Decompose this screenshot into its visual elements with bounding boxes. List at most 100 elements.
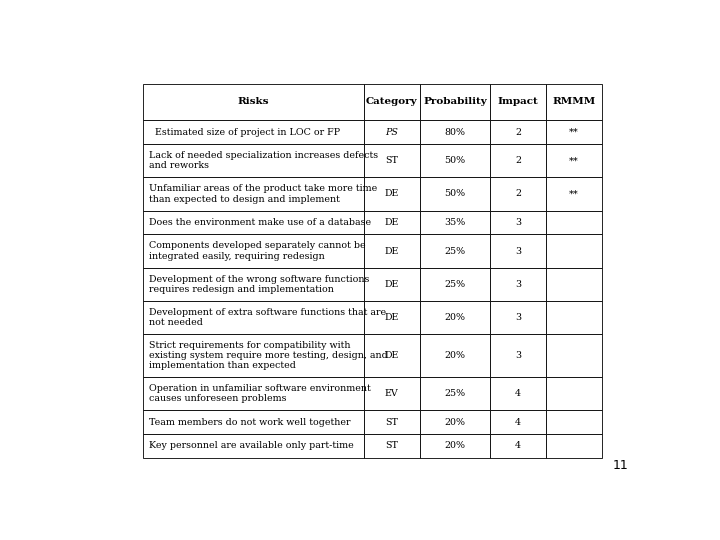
Text: 3: 3 (515, 218, 521, 227)
Bar (143, 334, 364, 377)
Bar (364, 268, 420, 301)
Bar (490, 301, 546, 334)
Bar (364, 84, 420, 120)
Text: 4: 4 (515, 417, 521, 427)
Text: Impact: Impact (498, 97, 539, 106)
Bar (420, 84, 490, 120)
Bar (420, 177, 490, 211)
Bar (420, 377, 490, 410)
Text: Development of extra software functions that are
not needed: Development of extra software functions … (148, 308, 386, 327)
Text: 80%: 80% (444, 128, 465, 137)
Text: Team members do not work well together: Team members do not work well together (148, 417, 350, 427)
Bar (546, 211, 602, 234)
Text: DE: DE (384, 247, 399, 255)
Bar (143, 434, 364, 458)
Bar (364, 144, 420, 177)
Bar (490, 434, 546, 458)
Text: DE: DE (384, 351, 399, 360)
Text: Development of the wrong software functions
requires redesign and implementation: Development of the wrong software functi… (148, 274, 369, 294)
Text: 25%: 25% (444, 389, 466, 398)
Bar (490, 410, 546, 434)
Text: 35%: 35% (444, 218, 466, 227)
Text: Components developed separately cannot be
integrated easily, requiring redesign: Components developed separately cannot b… (148, 241, 365, 261)
Bar (420, 410, 490, 434)
Text: Probability: Probability (423, 97, 487, 106)
Bar (546, 84, 602, 120)
Text: RMMM: RMMM (552, 97, 595, 106)
Text: **: ** (569, 190, 579, 199)
Text: DE: DE (384, 280, 399, 289)
Text: 25%: 25% (444, 280, 466, 289)
Bar (490, 120, 546, 144)
Bar (546, 268, 602, 301)
Bar (420, 301, 490, 334)
Text: 20%: 20% (444, 313, 465, 322)
Text: 4: 4 (515, 389, 521, 398)
Text: Estimated size of project in LOC or FP: Estimated size of project in LOC or FP (148, 128, 340, 137)
Text: 50%: 50% (444, 156, 466, 165)
Text: **: ** (569, 128, 579, 137)
Text: DE: DE (384, 313, 399, 322)
Bar (364, 301, 420, 334)
Bar (364, 434, 420, 458)
Text: Strict requirements for compatibility with
existing system require more testing,: Strict requirements for compatibility wi… (148, 341, 387, 370)
Bar (420, 144, 490, 177)
Bar (420, 120, 490, 144)
Text: PS: PS (385, 128, 398, 137)
Bar (143, 410, 364, 434)
Text: Operation in unfamiliar software environment
causes unforeseen problems: Operation in unfamiliar software environ… (148, 384, 370, 403)
Bar (490, 234, 546, 268)
Text: 11: 11 (613, 460, 629, 472)
Bar (490, 211, 546, 234)
Text: Unfamiliar areas of the product take more time
than expected to design and imple: Unfamiliar areas of the product take mor… (148, 184, 377, 204)
Bar (364, 334, 420, 377)
Bar (546, 377, 602, 410)
Text: Key personnel are available only part-time: Key personnel are available only part-ti… (148, 441, 354, 450)
Bar (143, 377, 364, 410)
Bar (546, 177, 602, 211)
Text: 50%: 50% (444, 190, 466, 199)
Text: 20%: 20% (444, 417, 465, 427)
Text: 2: 2 (515, 190, 521, 199)
Bar (546, 410, 602, 434)
Text: Lack of needed specialization increases defects
and reworks: Lack of needed specialization increases … (148, 151, 378, 171)
Text: 2: 2 (515, 128, 521, 137)
Bar (364, 234, 420, 268)
Bar (490, 144, 546, 177)
Text: 3: 3 (515, 280, 521, 289)
Bar (490, 177, 546, 211)
Text: 25%: 25% (444, 247, 466, 255)
Text: 3: 3 (515, 351, 521, 360)
Bar (490, 377, 546, 410)
Bar (546, 234, 602, 268)
Bar (420, 234, 490, 268)
Text: EV: EV (385, 389, 399, 398)
Bar (143, 120, 364, 144)
Text: Does the environment make use of a database: Does the environment make use of a datab… (148, 218, 371, 227)
Bar (364, 120, 420, 144)
Text: ST: ST (385, 156, 398, 165)
Bar (364, 410, 420, 434)
Bar (546, 301, 602, 334)
Bar (420, 434, 490, 458)
Bar (490, 268, 546, 301)
Bar (546, 334, 602, 377)
Text: ST: ST (385, 441, 398, 450)
Bar (143, 177, 364, 211)
Bar (420, 334, 490, 377)
Text: 3: 3 (515, 313, 521, 322)
Bar (143, 84, 364, 120)
Text: 20%: 20% (444, 351, 465, 360)
Bar (546, 144, 602, 177)
Bar (490, 334, 546, 377)
Text: 3: 3 (515, 247, 521, 255)
Bar (143, 144, 364, 177)
Bar (364, 177, 420, 211)
Bar (364, 211, 420, 234)
Text: 20%: 20% (444, 441, 465, 450)
Text: 2: 2 (515, 156, 521, 165)
Text: ST: ST (385, 417, 398, 427)
Text: 4: 4 (515, 441, 521, 450)
Bar (420, 211, 490, 234)
Bar (546, 434, 602, 458)
